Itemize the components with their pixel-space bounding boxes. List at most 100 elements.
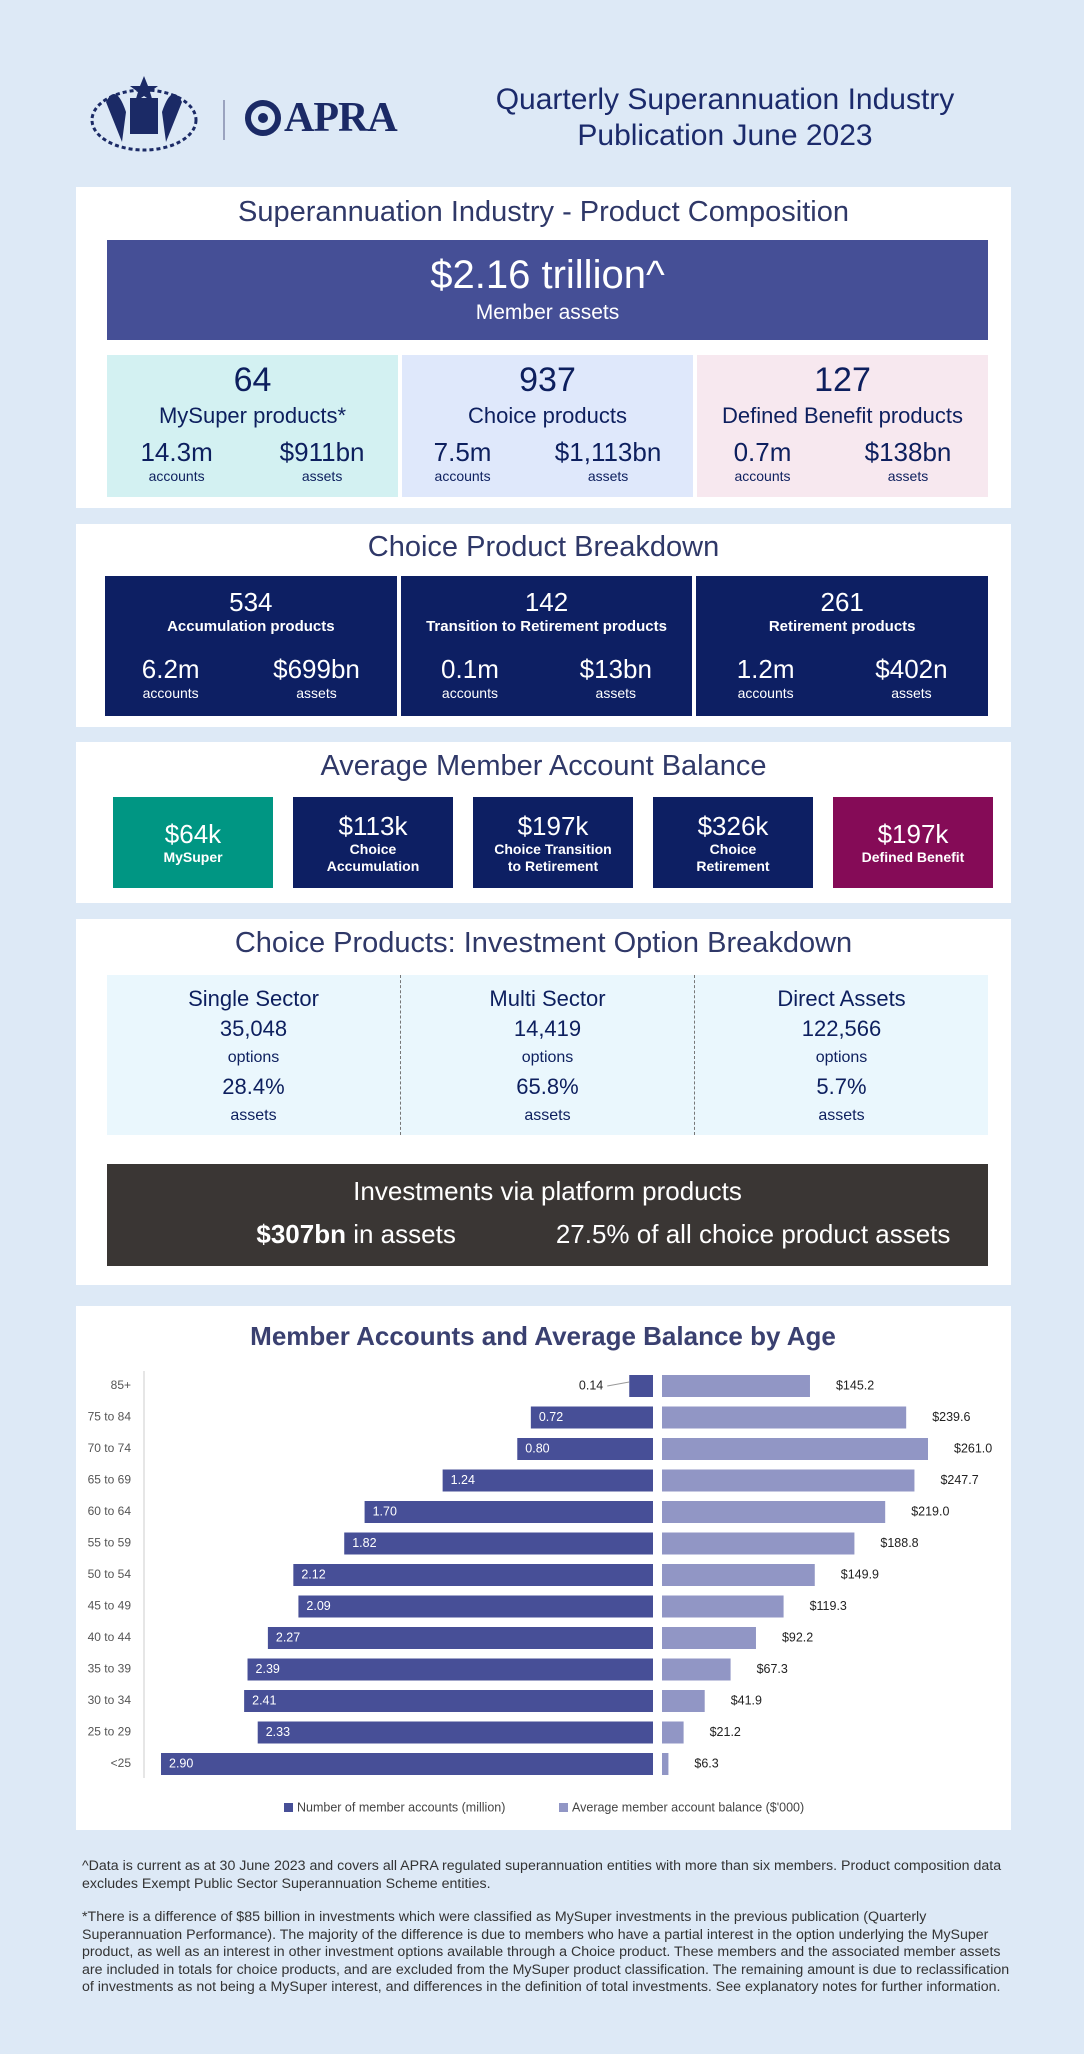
choice-row: 534 Accumulation products 6.2m accounts $699… [105,576,989,716]
bar [244,1690,653,1712]
balance-card: $326k Choice Retirement [653,797,813,888]
panel-title: Choice Products: Investment Option Break… [234,927,853,959]
coat-of-arms [86,72,202,162]
product-box: 127 Defined Benefit products 0.7m accounts $… [697,355,988,497]
category-label: 50 to 54 [88,1567,132,1581]
bar [662,1658,731,1681]
bar [364,1501,653,1523]
choice-panel: Choice Product Breakdown 534 Accumulation… [76,524,1011,727]
panel-title: Superannuation Industry - Product Compos… [238,196,849,228]
product-stats: 14.3m accounts $911bn assets [107,437,398,485]
stat-value: 0.1m [441,654,499,684]
stat: $699bn assets [273,654,360,702]
stat: $402n assets [875,654,947,702]
stat-value: 1.2m [736,654,795,684]
category-label: 70 to 74 [88,1441,132,1455]
panel-title: Choice Product Breakdown [367,531,720,563]
bar [629,1375,653,1397]
stat-value: $911bn [279,437,365,467]
choice-name: Accumulation products [167,618,335,635]
value-label: $188.8 [880,1536,918,1550]
option-count-label: options [227,1049,280,1066]
balance-label: Choice Retirement [696,840,770,874]
option-name: Multi Sector [489,986,606,1011]
stat-label: assets [595,685,637,701]
balance-label: MySuper [163,849,223,865]
leader-line [607,1381,630,1387]
stat: 1.2m accounts [737,654,795,702]
stat: $13bn assets [580,654,652,702]
balance-label: Choice Transition to Retirement [494,840,612,874]
option-assets: 28.4% [222,1074,285,1099]
option-count-label: options [815,1049,868,1066]
product-row: 64 MySuper products* 14.3m accounts $911bn as… [107,355,988,497]
product-stats: 7.5m accounts $1,113bn assets [402,437,693,485]
bar [662,1627,756,1649]
platform-share-value: 27.5% [555,1219,630,1249]
choice-box: 534 Accumulation products 6.2m accounts $699… [105,576,397,716]
footnotes: ^Data is current as at 30 June 2023 and … [82,1858,1012,2013]
value-label: 2.41 [252,1693,276,1707]
value-label: $239.6 [932,1410,970,1424]
total-banner: $2.16 trillion^ Member assets [107,240,988,340]
stat: $911bn assets [280,437,365,485]
balance-value: $64k [164,819,222,849]
bar [442,1469,653,1492]
bar [662,1532,855,1555]
stat-value: $1,113bn [554,437,662,467]
value-label: 0.72 [539,1410,563,1424]
value-label: $41.9 [731,1693,762,1707]
legend-swatch [559,1803,568,1812]
page-title: Quarterly Superannuation Industry Public… [495,83,955,152]
bar [530,1406,653,1429]
balance-value: $197k [517,810,589,841]
legend-label: Average member account balance ($'000) [572,1800,804,1814]
options-box: Single Sector 35,048 options 28.4% assets Mul… [107,975,988,1135]
bar [662,1753,669,1775]
stat-label: assets [887,468,929,484]
stat-value: $138bn [864,437,952,467]
legend-swatch [284,1803,293,1812]
divider [223,100,225,140]
option-assets-label: assets [230,1107,277,1124]
value-label: $92.2 [782,1630,813,1644]
balance-value: $326k [697,810,769,841]
category-label: 25 to 29 [88,1725,132,1739]
option-count-label: options [521,1049,574,1066]
product-count: 127 [814,361,871,399]
category-label: 85+ [111,1378,131,1392]
category-label: 55 to 59 [88,1536,132,1550]
bar [662,1690,705,1712]
balance-card: $197k Defined Benefit [833,797,993,888]
category-label: <25 [111,1756,132,1770]
stat: $138bn assets [865,437,952,485]
option-column: Direct Assets 122,566 options 5.7% assets [694,975,988,1135]
bar [662,1501,886,1523]
bar [344,1532,653,1555]
bar [161,1753,653,1775]
choice-stats: 0.1m accounts $13bn assets [401,654,693,702]
stat-value: $699bn [273,654,360,684]
category-label: 35 to 39 [88,1662,132,1676]
stat-label: assets [296,685,337,701]
platform-box: Investments via platform products $307bn… [107,1164,988,1266]
product-name: MySuper products* [158,403,347,428]
option-assets: 65.8% [516,1074,579,1099]
bar [662,1438,928,1460]
bar [293,1564,653,1586]
choice-box: 261 Retirement products 1.2m accounts $402n a… [696,576,989,716]
stat-label: accounts [737,685,794,701]
bar [662,1595,784,1618]
value-label: 1.82 [352,1536,376,1550]
value-label: $219.0 [911,1504,949,1518]
value-label: 2.33 [266,1725,290,1739]
choice-count: 261 [820,587,864,617]
product-count: 937 [519,361,576,399]
product-stats: 0.7m accounts $138bn assets [697,437,988,485]
value-label: $21.2 [710,1725,741,1739]
stat: 0.7m accounts [734,437,792,485]
value-label: 2.09 [306,1599,330,1613]
stat: 6.2m accounts [142,654,200,702]
stat-label: assets [587,468,629,484]
